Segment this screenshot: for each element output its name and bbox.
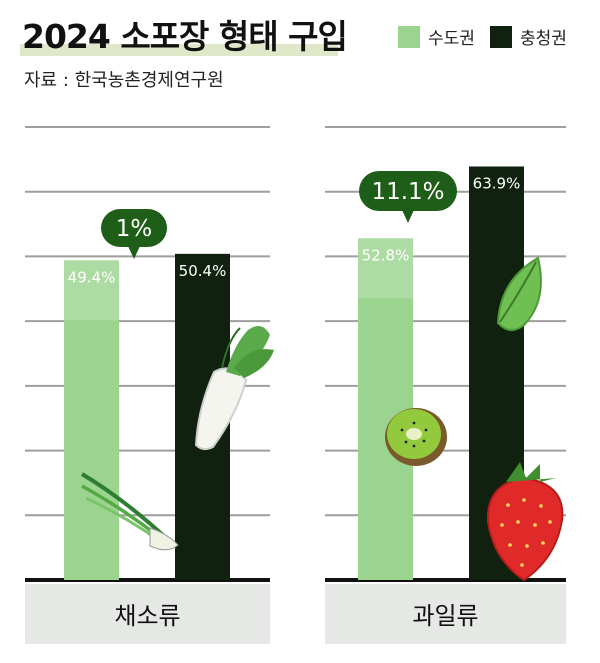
difference-label: 11.1% — [371, 179, 444, 205]
category-label: 채소류 — [114, 602, 180, 630]
title-highlight — [20, 44, 338, 56]
bar — [358, 238, 413, 580]
bar-value-label: 63.9% — [473, 174, 521, 192]
category-panel — [325, 584, 566, 644]
category-panel — [25, 584, 270, 644]
difference-bubble — [359, 171, 457, 211]
legend-label-capital: 수도권 — [428, 29, 475, 49]
legend-item-chungcheong: 충청권 — [490, 24, 567, 49]
bar-value-label: 49.4% — [68, 268, 116, 286]
legend-swatch-chungcheong — [490, 25, 512, 48]
bubble-pointer — [402, 210, 414, 223]
difference-label: 1% — [116, 216, 153, 242]
bar-highlight — [64, 260, 119, 321]
legend-swatch-capital — [398, 25, 420, 48]
radish-icon — [194, 326, 274, 451]
green-onion-icon — [80, 472, 179, 551]
source-note: 자료 : 한국농촌경제연구원 — [24, 70, 224, 91]
legend-item-capital: 수도권 — [398, 24, 475, 49]
bar-highlight — [358, 238, 413, 299]
bar — [64, 260, 119, 580]
category-label: 과일류 — [412, 602, 478, 630]
kiwi-icon — [385, 408, 447, 466]
bar-value-label: 50.4% — [179, 262, 227, 280]
strawberry-icon — [486, 462, 564, 582]
leaf-icon — [496, 256, 542, 331]
difference-bubble — [101, 209, 167, 247]
legend-label-chungcheong: 충청권 — [520, 29, 567, 49]
chart-title: 2024 소포장 형태 구입 — [22, 17, 348, 56]
bubble-pointer — [128, 246, 140, 259]
bar-value-label: 52.8% — [362, 246, 410, 264]
